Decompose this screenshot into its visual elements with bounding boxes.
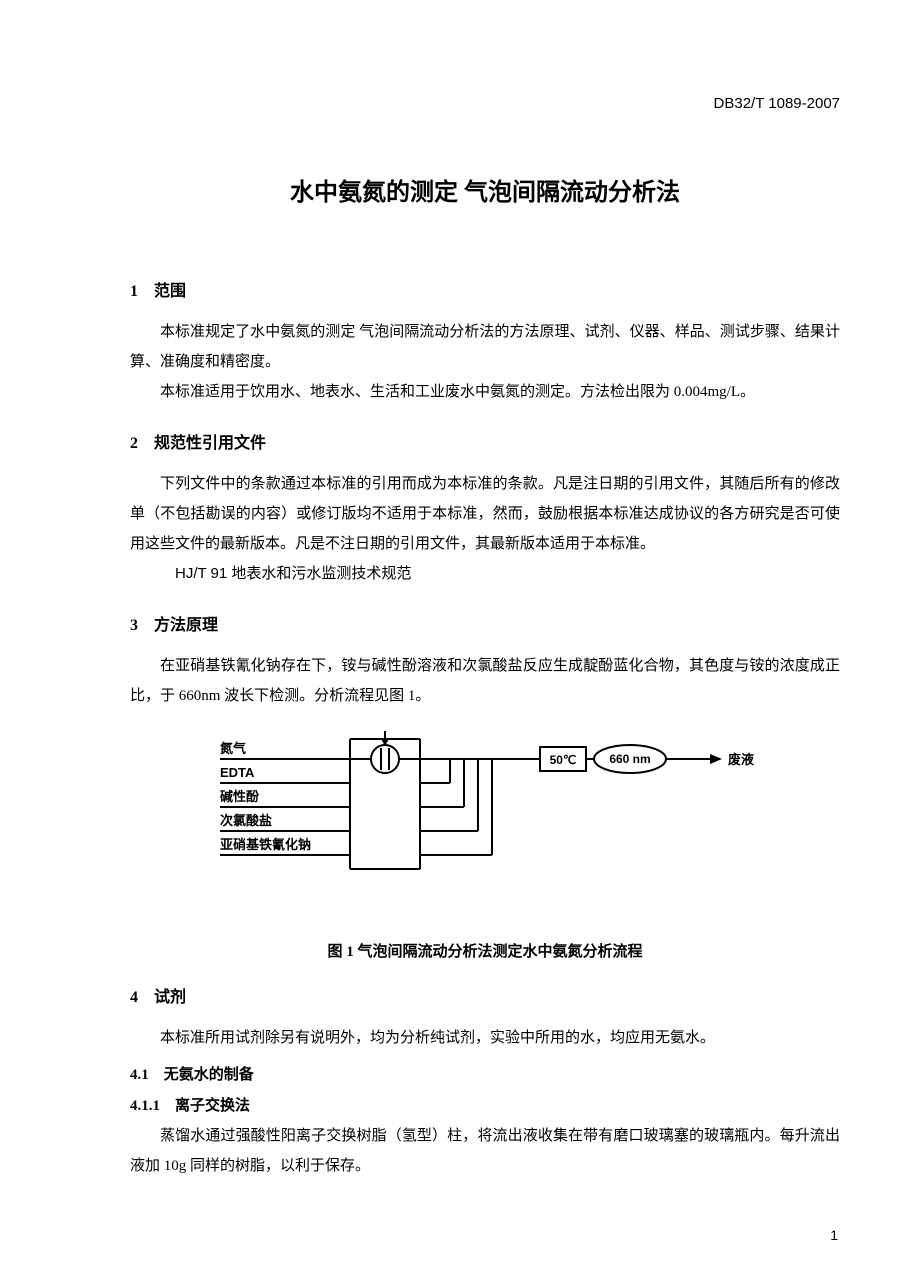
section-4-1-1-para-1: 蒸馏水通过强酸性阳离子交换树脂（氢型）柱，将流出液收集在带有磨口玻璃塞的玻璃瓶内… [130, 1121, 840, 1181]
svg-text:碱性酚: 碱性酚 [220, 789, 260, 804]
svg-text:EDTA: EDTA [220, 765, 255, 780]
page-number: 1 [830, 1227, 838, 1243]
svg-text:次氯酸盐: 次氯酸盐 [220, 813, 272, 828]
section-1-para-2: 本标准适用于饮用水、地表水、生活和工业废水中氨氮的测定。方法检出限为 0.004… [130, 377, 840, 407]
svg-text:废液: 废液 [728, 752, 754, 767]
section-4-1-heading: 4.1 无氨水的制备 [130, 1063, 840, 1084]
section-2-reference: HJ/T 91 地表水和污水监测技术规范 [175, 559, 840, 589]
section-4-1-1-heading: 4.1.1 离子交换法 [130, 1094, 840, 1115]
svg-text:50℃: 50℃ [550, 753, 577, 767]
svg-text:亚硝基铁氰化钠: 亚硝基铁氰化钠 [220, 837, 311, 852]
section-2-para-1: 下列文件中的条款通过本标准的引用而成为本标准的条款。凡是注日期的引用文件，其随后… [130, 469, 840, 559]
figure-1-caption: 图 1 气泡间隔流动分析法测定水中氨氮分析流程 [130, 940, 840, 961]
section-4-para-1: 本标准所用试剂除另有说明外，均为分析纯试剂，实验中所用的水，均应用无氨水。 [130, 1023, 840, 1053]
section-1-heading: 1 范围 [130, 277, 840, 301]
section-2-heading: 2 规范性引用文件 [130, 429, 840, 453]
svg-text:氮气: 氮气 [220, 741, 246, 756]
document-title: 水中氨氮的测定 气泡间隔流动分析法 [130, 172, 840, 207]
figure-1-diagram: 氮气EDTA碱性酚次氯酸盐亚硝基铁氰化钠水样50℃660 nm废液 [210, 731, 760, 916]
section-3-heading: 3 方法原理 [130, 611, 840, 635]
section-1-para-1: 本标准规定了水中氨氮的测定 气泡间隔流动分析法的方法原理、试剂、仪器、样品、测试… [130, 317, 840, 377]
section-4-heading: 4 试剂 [130, 983, 840, 1007]
section-3-para-1: 在亚硝基铁氰化钠存在下，铵与碱性酚溶液和次氯酸盐反应生成靛酚蓝化合物，其色度与铵… [130, 651, 840, 711]
svg-text:660 nm: 660 nm [609, 752, 650, 766]
standard-code: DB32/T 1089-2007 [130, 95, 840, 112]
